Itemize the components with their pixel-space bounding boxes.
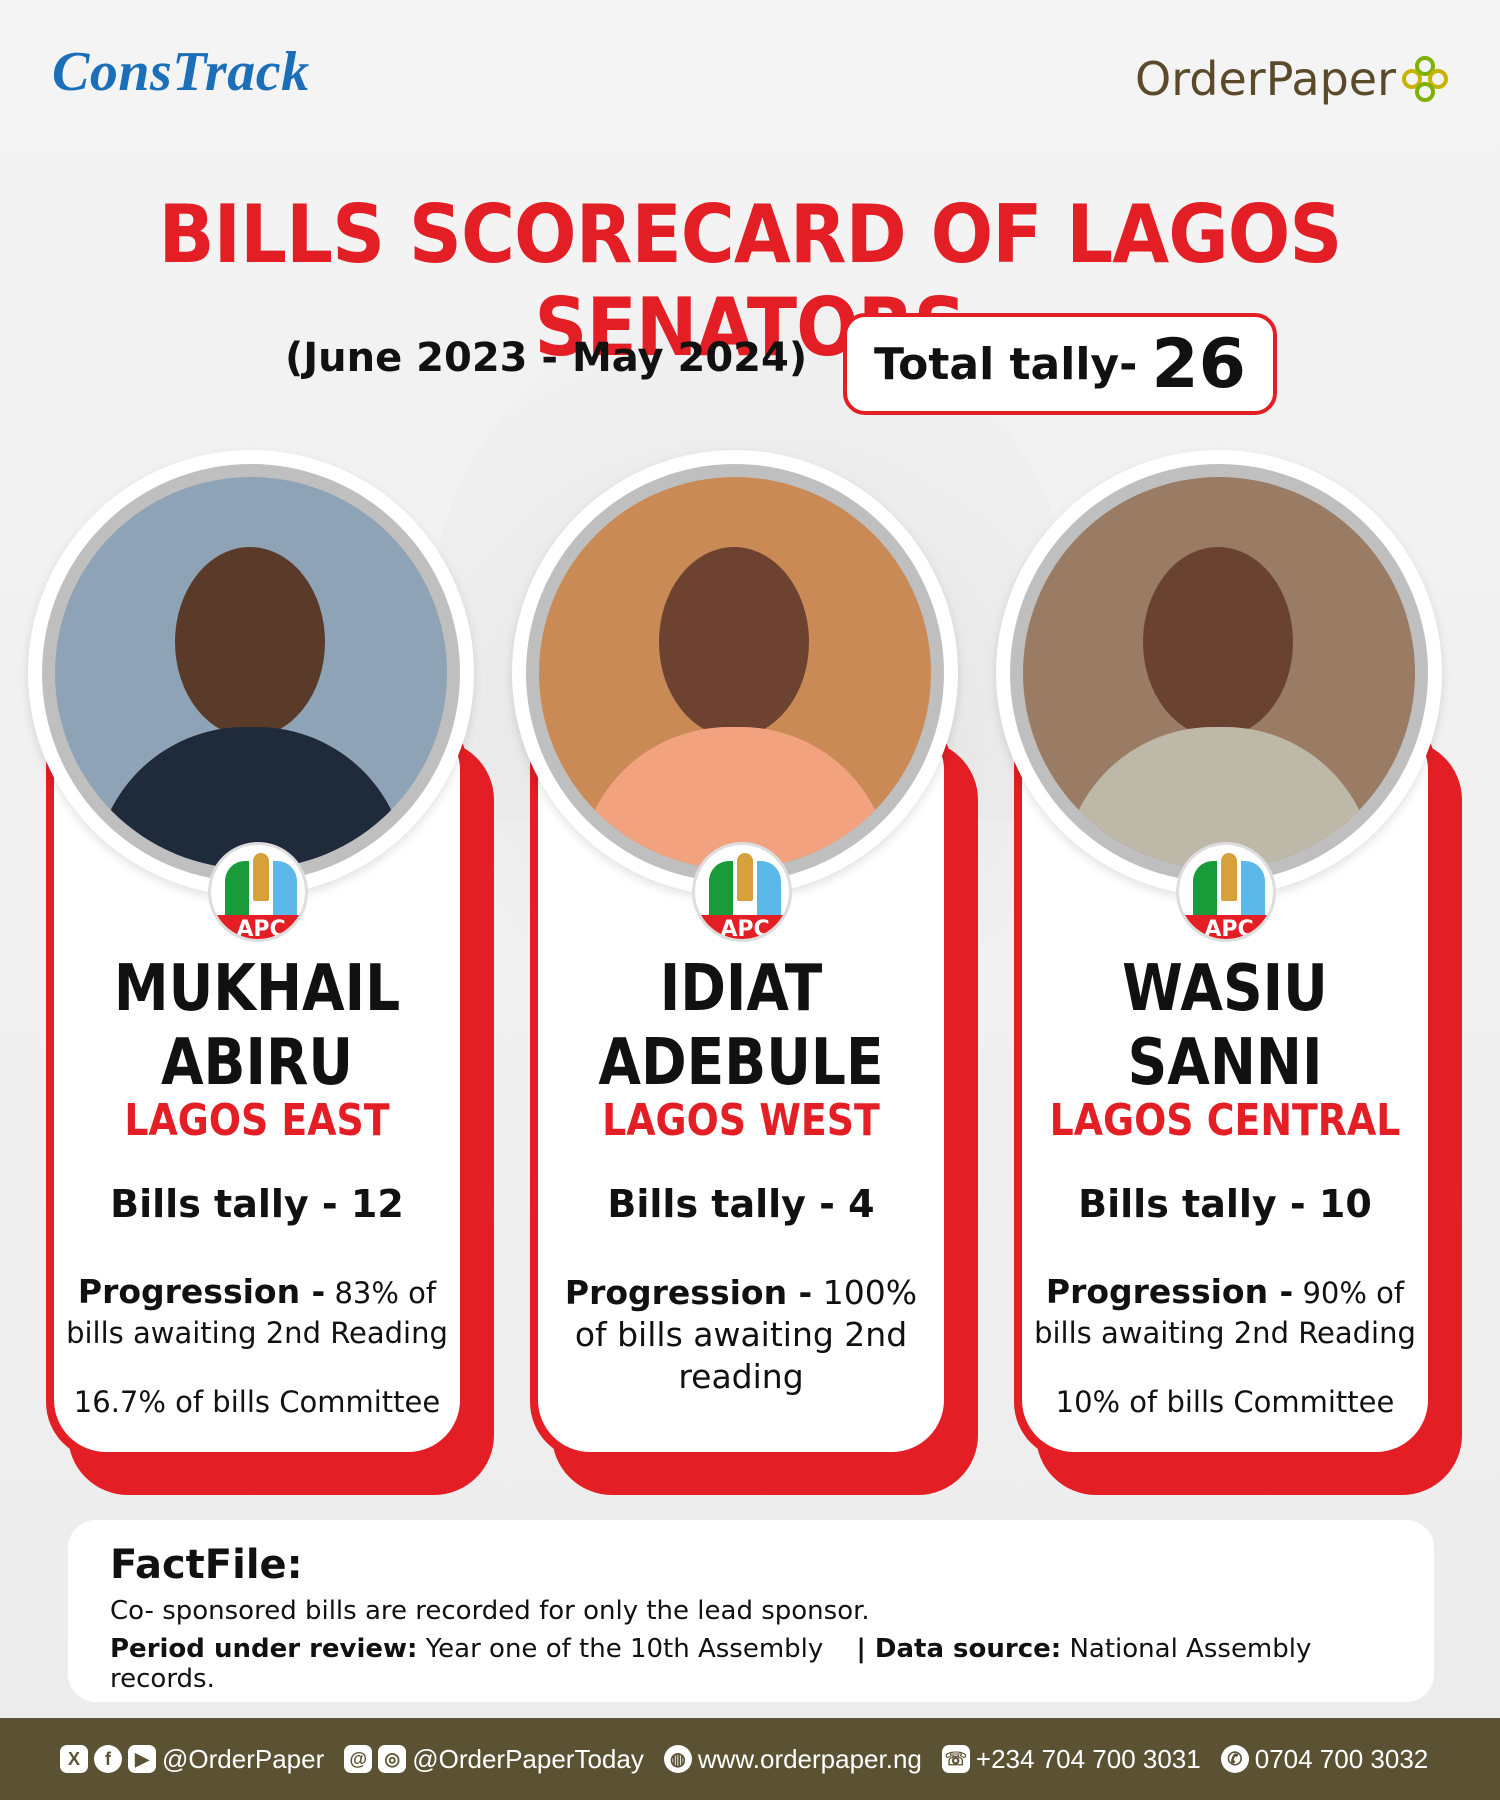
bills-tally: Bills tally - 4 xyxy=(607,1182,875,1226)
orderpaper-logo: OrderPaper xyxy=(1135,52,1448,106)
whatsapp-icon: ✆ xyxy=(1220,1745,1249,1773)
total-tally-box: Total tally- 26 xyxy=(843,313,1277,415)
progression: Progression - 100% of bills awaiting 2nd… xyxy=(564,1273,918,1396)
page-title: BILLS SCORECARD OF LAGOS SENATORS xyxy=(158,188,1342,374)
avatar-ring xyxy=(996,450,1442,896)
phone-icon: ☏ xyxy=(941,1745,970,1773)
senator-card: APC IDIAT ADEBULE LAGOS WEST Bills tally … xyxy=(512,450,982,1500)
senator-card: APC WASIU SANNI LAGOS CENTRAL Bills tally… xyxy=(996,450,1466,1500)
apc-party-logo-icon: APC xyxy=(692,842,792,942)
bills-tally: Bills tally - 12 xyxy=(110,1182,404,1226)
footer-phone[interactable]: ☏ +234 704 700 3031 xyxy=(941,1744,1201,1775)
committee-stat: 16.7% of bills Committee xyxy=(73,1385,441,1419)
threads-icon: @ xyxy=(344,1745,373,1773)
factfile-title: FactFile: xyxy=(110,1542,303,1588)
senator-name: IDIAT ADEBULE xyxy=(598,952,884,1100)
senator-name: MUKHAIL ABIRU xyxy=(113,952,401,1100)
apc-party-logo-icon: APC xyxy=(208,842,308,942)
senator-district: LAGOS EAST xyxy=(124,1095,390,1146)
progression: Progression - 83% of bills awaiting 2nd … xyxy=(66,1272,448,1350)
x-icon: X xyxy=(60,1745,88,1773)
senator-card: APC MUKHAIL ABIRU LAGOS EAST Bills tally … xyxy=(28,450,498,1500)
footer-bar: X f ▶ @OrderPaper @ ◎ @OrderPaperToday ◍… xyxy=(0,1718,1500,1800)
senator-district: LAGOS WEST xyxy=(602,1095,880,1146)
footer-website[interactable]: ◍ www.orderpaper.ng xyxy=(663,1744,922,1775)
facebook-icon: f xyxy=(94,1745,122,1773)
total-tally-value: 26 xyxy=(1151,324,1246,404)
avatar xyxy=(55,477,447,869)
constrack-logo: ConsTrack xyxy=(52,41,310,103)
senator-district: LAGOS CENTRAL xyxy=(1049,1095,1401,1146)
avatar-ring xyxy=(28,450,474,896)
footer-whatsapp[interactable]: ✆ 0704 700 3032 xyxy=(1220,1744,1428,1775)
avatar-ring xyxy=(512,450,958,896)
committee-stat: 10% of bills Committee xyxy=(1055,1385,1395,1419)
period-label: (June 2023 - May 2024) xyxy=(285,335,808,381)
factfile-review: Period under review: Year one of the 10t… xyxy=(110,1634,1312,1694)
bills-tally: Bills tally - 10 xyxy=(1078,1182,1372,1226)
avatar xyxy=(539,477,931,869)
senator-name: WASIU SANNI xyxy=(1122,952,1328,1100)
globe-icon: ◍ xyxy=(663,1745,692,1773)
footer-social-orderpapertoday[interactable]: @ ◎ @OrderPaperToday xyxy=(344,1744,644,1775)
instagram-icon: ◎ xyxy=(378,1745,407,1773)
orderpaper-logo-text: OrderPaper xyxy=(1135,52,1396,106)
factfile-note: Co- sponsored bills are recorded for onl… xyxy=(110,1596,870,1626)
apc-party-logo-icon: APC xyxy=(1176,842,1276,942)
factfile-panel: FactFile: Co- sponsored bills are record… xyxy=(68,1520,1434,1702)
avatar xyxy=(1023,477,1415,869)
footer-social-orderpaper[interactable]: X f ▶ @OrderPaper xyxy=(60,1744,324,1775)
youtube-icon: ▶ xyxy=(128,1745,156,1773)
progression: Progression - 90% of bills awaiting 2nd … xyxy=(1034,1272,1416,1350)
total-tally-label: Total tally- xyxy=(874,338,1138,390)
orderpaper-mark-icon xyxy=(1402,56,1448,102)
